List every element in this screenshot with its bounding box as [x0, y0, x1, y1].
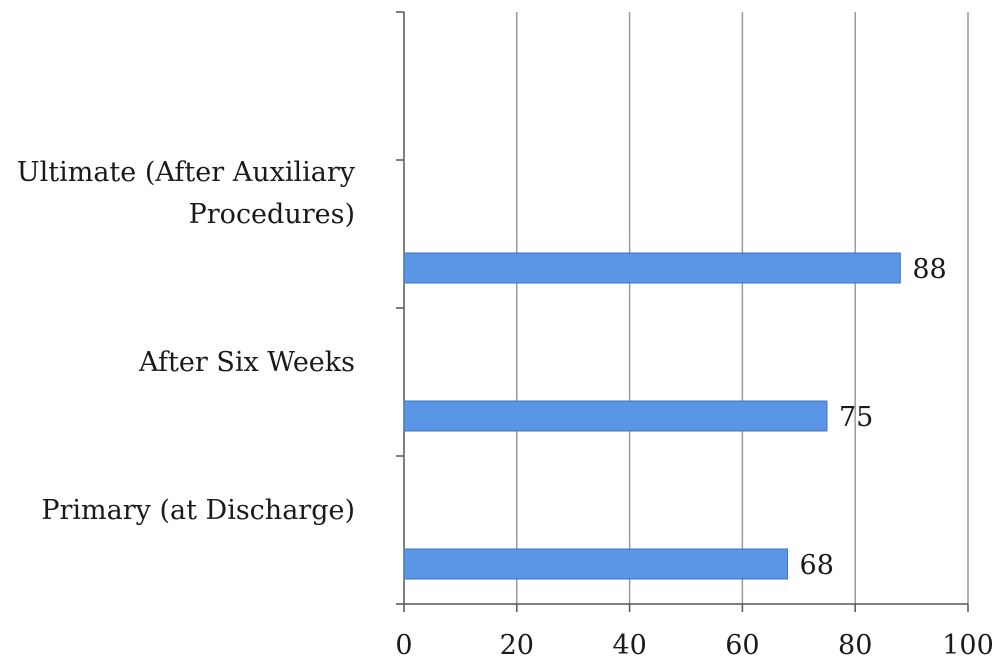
- bar-2: [403, 252, 901, 284]
- category-label-1: After Six Weeks: [138, 347, 355, 378]
- bar-0: [403, 548, 789, 580]
- labels: 0 20 40 60 80 100 68 Primary (at Discharge) 75 Af…: [17, 157, 994, 661]
- x-tick-label: 20: [500, 630, 534, 661]
- data-label-2: 88: [912, 254, 946, 285]
- bar-1: [403, 400, 828, 432]
- data-label-0: 68: [800, 550, 834, 581]
- category-label-line: Primary (at Discharge): [41, 495, 355, 526]
- x-tick-label: 100: [942, 630, 994, 661]
- axes: [396, 11, 969, 612]
- category-label-0: Primary (at Discharge): [41, 495, 355, 526]
- x-tick-label: 0: [395, 630, 412, 661]
- category-label-line: Ultimate (After Auxiliary: [17, 157, 356, 188]
- x-tick-label: 60: [725, 630, 759, 661]
- x-tick-label: 40: [612, 630, 646, 661]
- category-label-line: Procedures): [189, 199, 355, 230]
- bars: [403, 252, 901, 580]
- data-label-1: 75: [839, 402, 873, 433]
- category-label-2: Ultimate (After Auxiliary Procedures): [17, 157, 356, 230]
- category-label-line: After Six Weeks: [138, 347, 355, 378]
- gridlines: [516, 12, 969, 604]
- x-tick-label: 80: [838, 630, 872, 661]
